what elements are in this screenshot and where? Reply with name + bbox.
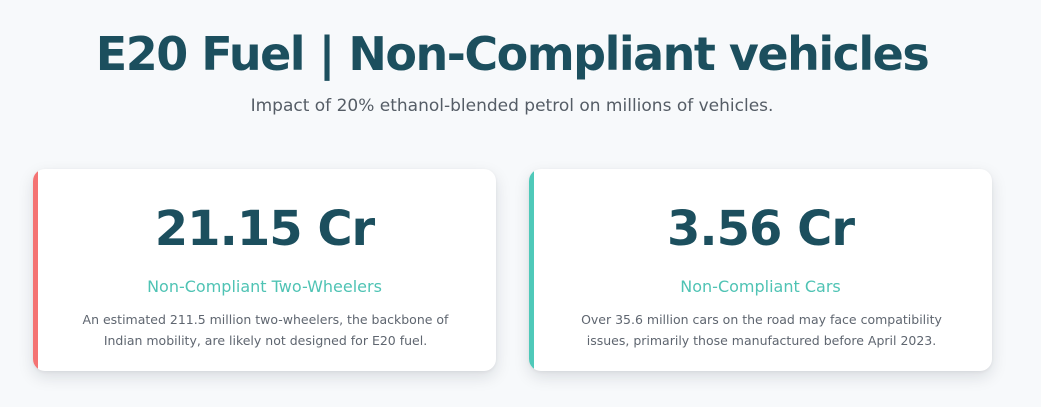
stat-label: Non-Compliant Two-Wheelers <box>147 277 382 296</box>
card-accent-bar <box>33 169 38 371</box>
card-accent-bar <box>529 169 534 371</box>
stat-label: Non-Compliant Cars <box>680 277 841 296</box>
stat-card-cars: 3.56 Cr Non-Compliant Cars Over 35.6 mil… <box>529 169 992 371</box>
stat-value: 3.56 Cr <box>666 201 855 257</box>
page-title: E20 Fuel | Non-Compliant vehicles <box>95 27 930 81</box>
stat-description: Over 35.6 million cars on the road may f… <box>581 312 942 348</box>
stat-description: An estimated 211.5 million two-wheelers,… <box>82 312 449 348</box>
page-subtitle: Impact of 20% ethanol-blended petrol on … <box>250 96 774 116</box>
stat-value: 21.15 Cr <box>154 201 375 257</box>
stat-card-two-wheelers: 21.15 Cr Non-Compliant Two-Wheelers An e… <box>33 169 496 371</box>
